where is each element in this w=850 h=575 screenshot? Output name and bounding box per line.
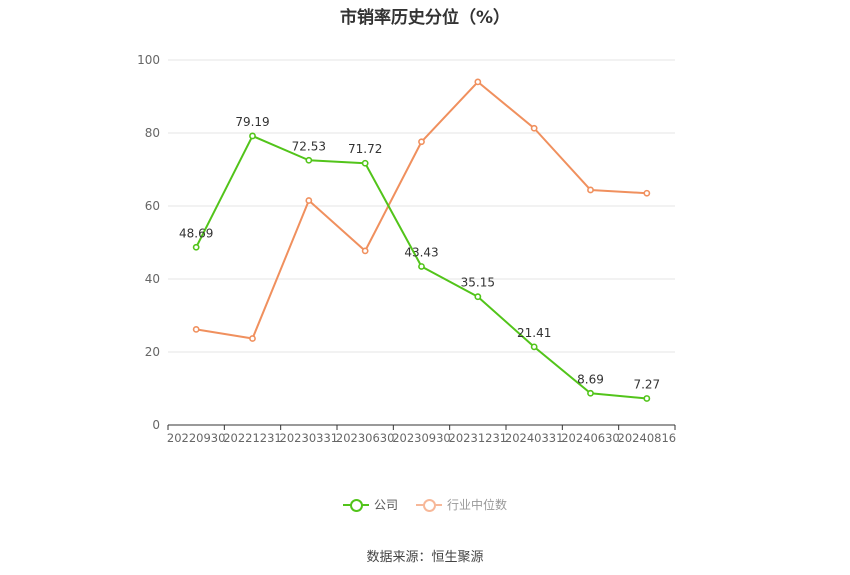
- data-point-industry: [192, 325, 200, 333]
- x-tick-label: 20220930: [167, 431, 226, 445]
- legend-item-company[interactable]: 公司: [342, 496, 398, 513]
- legend-label-company: 公司: [373, 498, 398, 512]
- legend-label-industry: 行业中位数: [447, 498, 508, 512]
- data-point-company: [418, 263, 425, 270]
- y-tick-label: 40: [145, 272, 160, 286]
- data-label-layer: 48.69 79.19 72.53 71.72 43.43 35.15 21.41 8.69 7…: [179, 115, 660, 392]
- data-point-company: [643, 395, 651, 402]
- data-point-company: [474, 293, 482, 301]
- data-point-industry: [530, 124, 538, 132]
- y-tick-label: 80: [145, 126, 160, 140]
- x-tick-label: 20230331: [280, 431, 339, 445]
- data-point-industry: [361, 247, 369, 255]
- data-label: 71.72: [348, 142, 382, 156]
- data-label: 43.43: [404, 245, 438, 259]
- data-point-company: [530, 343, 538, 351]
- legend-swatch-company: [342, 498, 369, 512]
- axis-layer: 0204060801002022093020221231202303312023…: [137, 53, 676, 445]
- x-tick-label: 20230930: [392, 431, 451, 445]
- data-label: 79.19: [235, 115, 269, 129]
- x-tick-label: 20240331: [505, 431, 564, 445]
- data-source: 数据来源：恒生聚源: [366, 550, 484, 565]
- data-point-company: [361, 159, 369, 167]
- legend-swatch-industry: [416, 498, 442, 512]
- data-label: 35.15: [461, 276, 495, 290]
- data-label: 21.41: [517, 326, 551, 340]
- data-point-company: [249, 132, 256, 140]
- x-tick-label: 20240816: [618, 431, 677, 445]
- legend-item-industry[interactable]: 行业中位数: [416, 496, 507, 513]
- series-layer: [192, 78, 651, 402]
- data-point-industry: [249, 335, 256, 342]
- data-label: 48.69: [179, 226, 213, 240]
- data-point-industry: [643, 189, 651, 197]
- data-point-company: [192, 243, 200, 251]
- chart-title: 市销率历史分位（%）: [339, 8, 511, 28]
- grid-layer: [168, 59, 675, 353]
- data-point-industry: [305, 197, 313, 204]
- y-tick-label: 20: [145, 345, 160, 359]
- x-tick-label: 20230630: [336, 431, 395, 445]
- data-label: 72.53: [292, 139, 326, 153]
- data-point-industry: [587, 186, 594, 194]
- y-tick-label: 100: [137, 53, 160, 67]
- legend: 公司 行业中位数: [0, 496, 850, 513]
- data-point-industry: [418, 138, 425, 146]
- y-tick-label: 60: [145, 199, 160, 213]
- data-point-industry: [474, 78, 482, 86]
- x-tick-label: 20240630: [561, 431, 620, 445]
- data-point-company: [305, 156, 313, 164]
- x-tick-label: 20231231: [449, 431, 508, 445]
- y-tick-label: 0: [152, 418, 160, 432]
- data-label: 7.27: [633, 377, 660, 391]
- data-label: 8.69: [577, 372, 604, 386]
- x-tick-label: 20221231: [223, 431, 282, 445]
- data-point-company: [587, 389, 594, 397]
